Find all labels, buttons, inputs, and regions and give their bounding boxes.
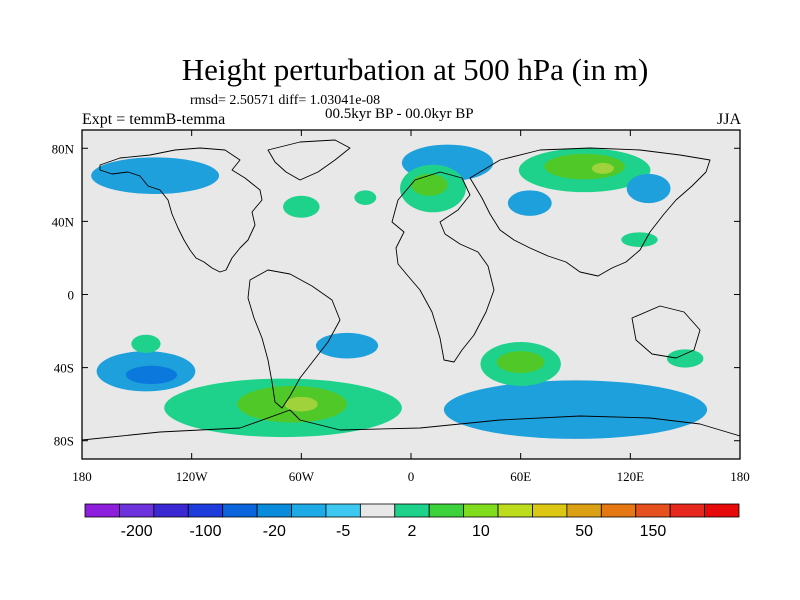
coastline-south-america [247,269,341,409]
colorbar-swatch [84,503,120,518]
coastline-antarctica [82,409,740,441]
contour-region [621,232,658,247]
colorbar-swatch [428,503,465,518]
colorbar-label: 150 [640,523,667,540]
colorbar-swatch [394,503,430,518]
colorbar-swatch [291,503,327,518]
season-label: JJA [716,111,741,128]
colorbar-swatch [187,503,224,518]
contour-layer [91,144,708,439]
contour-region [443,380,708,439]
lat-tick-label: 40N [52,214,75,229]
contour-region [591,162,614,174]
coastlines [82,139,740,441]
colorbar-label: 2 [408,523,417,540]
colorbar-label: 50 [575,523,593,540]
contour-region [507,190,552,216]
lon-tick-label: 120E [617,469,645,484]
coastline-north-america [99,147,263,273]
colorbar-swatch [256,503,292,518]
colorbar-swatch [359,503,396,518]
contour-region [411,173,448,196]
experiment-label: Expt = temmB-temma [82,111,226,128]
colorbar-swatch [532,503,568,518]
colorbar: -200 -100 -20 -5 2 10 50 150 [84,503,740,540]
stats-label: rmsd= 2.50571 diff= 1.03041e-08 [190,93,381,108]
colorbar-swatch [222,503,258,518]
contour-region [131,334,161,353]
lat-tick-label: 80S [54,434,74,449]
lat-tick-label: 40S [54,361,74,376]
lat-tick-label: 80N [52,141,75,156]
lon-tick-label: 60E [510,469,531,484]
lon-tick-label: 60W [289,469,315,484]
colorbar-swatch [463,503,499,518]
page-title: Height perturbation at 500 hPa (in m) [181,52,649,87]
colorbar-swatch [325,503,361,518]
coastline-australia [631,305,701,359]
contour-region [91,157,220,194]
coastline-europe-africa [391,171,495,363]
colorbar-label: -200 [121,523,153,540]
colorbar-swatch [669,503,705,518]
map-axes: 180 120W 60W 0 60E 120E 180 80N 40N 0 40S 80S [52,130,750,484]
colorbar-swatch [600,503,637,518]
contour-region [626,173,671,204]
period-label: 00.5kyr BP - 00.0kyr BP [325,106,474,122]
colorbar-swatch [153,503,189,518]
contour-region [283,195,320,218]
colorbar-swatch [497,503,533,518]
lat-tick-label: 0 [68,288,75,303]
contour-region [354,190,377,205]
contour-region [125,365,178,385]
lon-tick-label: 0 [408,469,415,484]
lon-tick-label: 180 [730,469,750,484]
colorbar-swatch [704,503,740,518]
colorbar-label: -5 [336,523,350,540]
colorbar-label: -100 [189,523,221,540]
colorbar-swatch [635,503,671,518]
contour-region [666,349,704,368]
contour-region [284,396,318,412]
lon-tick-label: 120W [176,469,209,484]
contour-region [496,351,545,374]
lon-tick-label: 180 [72,469,92,484]
coastline-greenland [267,139,351,181]
colorbar-swatch [119,503,155,518]
colorbar-label: 10 [472,523,490,540]
contour-region [315,332,379,359]
colorbar-label: -20 [263,523,286,540]
coastline-asia [469,147,711,277]
colorbar-swatch [566,503,602,518]
